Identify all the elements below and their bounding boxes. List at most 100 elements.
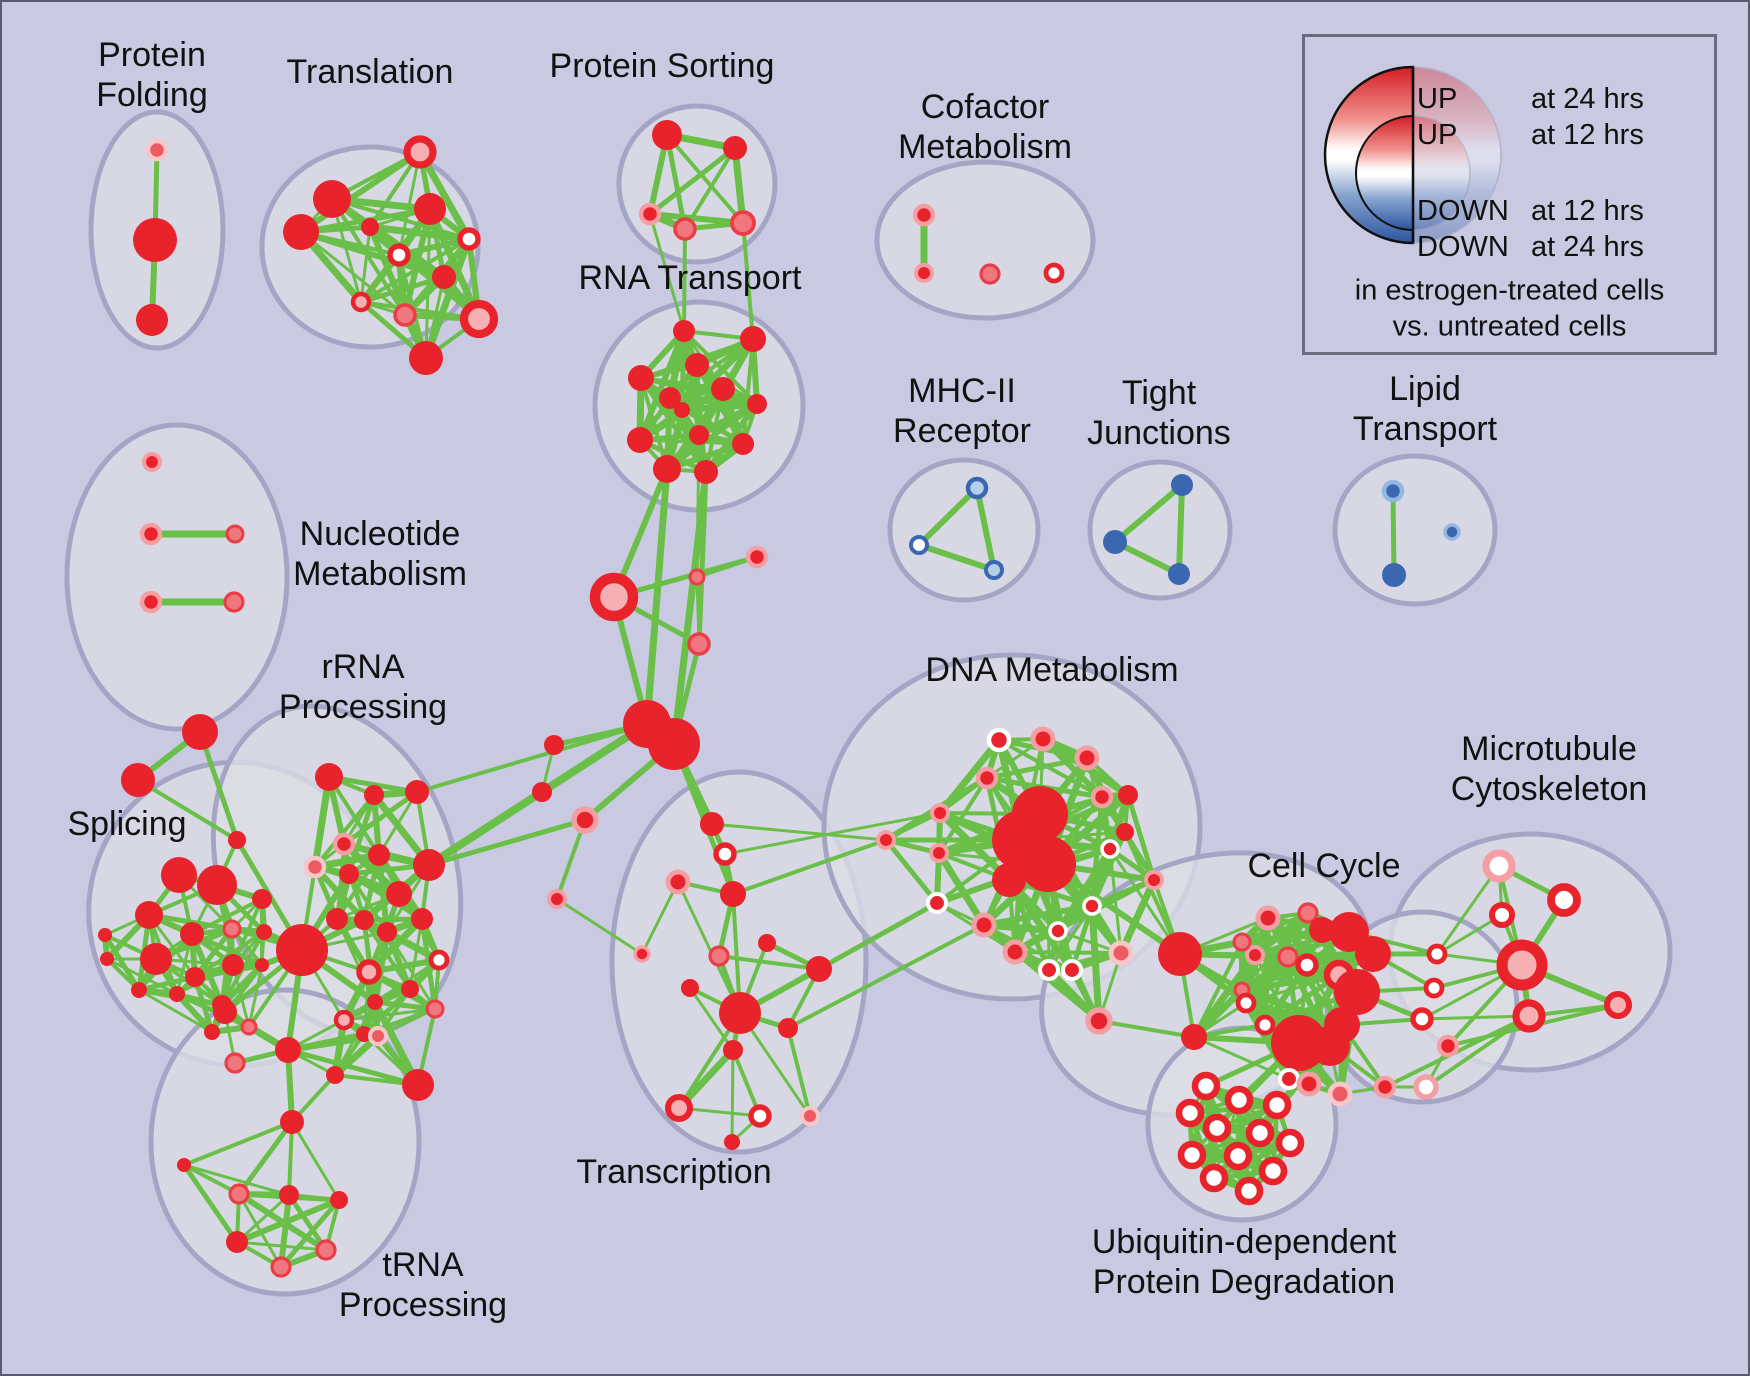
legend-up-12-label: UP [1417,119,1458,151]
network-node [713,842,737,866]
network-node [275,1037,301,1063]
cluster-label-nucleotide: Metabolism [293,555,467,593]
network-node [303,855,327,879]
network-node [708,945,730,967]
network-node [1423,977,1445,999]
network-node [330,1191,348,1209]
cluster-label-rrna: rRNA [321,648,404,686]
network-bridge-edge [1097,1019,1196,1039]
network-edge [372,999,438,1012]
network-node [992,863,1026,897]
legend-caption-line2: vs. untreated cells [1392,310,1627,343]
network-node [315,763,343,791]
network-bridge-edge [723,811,942,856]
network-edge [664,132,688,232]
network-node [377,922,397,942]
network-node [723,136,747,160]
network-edge [290,1120,341,1202]
network-bridge-edge [670,468,710,748]
cluster-label-cofactor: Metabolism [898,128,1072,166]
network-node [929,843,949,863]
cluster-label-ubiquitin: Ubiquitin-dependent [1092,1223,1397,1261]
network-node [1100,839,1120,859]
network-node [628,365,654,391]
network-node [1309,917,1335,943]
network-node [1382,563,1406,587]
cluster-label-lipid: Lipid [1389,370,1461,408]
network-edge [884,811,942,842]
network-node [387,243,411,267]
network-edge [384,929,413,992]
network-node [1381,479,1405,503]
network-node [393,303,417,327]
network-node [700,812,724,836]
network-node [659,387,681,409]
network-edge [974,485,997,573]
network-node [326,908,348,930]
network-edge [105,957,179,996]
network-node [428,949,450,971]
network-edge [1176,482,1185,577]
network-edge [278,1192,292,1270]
network-node [925,891,949,915]
network-node [1043,262,1065,284]
network-node [368,844,390,866]
network-node [1373,1075,1397,1099]
network-node [425,999,445,1019]
network-node [1334,969,1380,1015]
legend: UP at 24 hrs UP at 12 hrs DOWN at 12 hrs… [1302,34,1717,355]
network-node [280,1110,304,1134]
network-node [571,806,599,834]
network-node [255,958,269,972]
network-node [313,180,351,218]
network-edge [335,853,381,921]
network-node [177,1158,191,1172]
network-node [719,992,761,1034]
network-node [139,590,163,614]
network-node [1245,1118,1275,1148]
network-edge [665,133,745,225]
network-bridge-edge [643,465,671,728]
network-edge [342,1007,437,1022]
network-edge [984,755,1090,781]
network-node [228,1183,250,1205]
network-edge [731,1048,762,1118]
network-node [740,326,766,352]
network-edge [916,485,980,548]
network-node [1171,474,1193,496]
network-node [664,1093,694,1123]
network-edge [234,1197,342,1245]
network-node [361,218,379,236]
network-node [1224,1085,1254,1115]
network-edge [1112,482,1185,545]
network-node [1410,1007,1434,1031]
network-node [930,803,950,823]
network-bridge-edge [741,221,755,341]
cluster-label-tight: Tight [1122,374,1197,412]
network-node [1048,921,1068,941]
network-node [350,291,372,313]
network-node [145,138,169,162]
network-node [222,919,242,939]
network-edge [285,1047,421,1088]
cluster-label-protein_folding: Folding [96,76,208,114]
cluster-shape-nucleotide [64,422,290,732]
network-node [367,994,383,1010]
network-node [315,1239,337,1261]
legend-down-24-label: DOWN [1417,231,1509,263]
network-node [589,572,639,622]
network-node [252,889,272,909]
network-edge [278,1197,342,1270]
network-node [226,1231,248,1253]
network-node [638,202,662,226]
network-node [627,427,653,453]
network-node [1202,1113,1232,1143]
network-edge [287,1120,294,1197]
network-edge [247,963,264,1029]
network-edge [146,912,235,932]
network-node [1512,999,1546,1033]
network-edge [937,776,989,855]
network-edge [327,775,381,857]
cluster-label-mhc: Receptor [893,412,1031,450]
network-edge [1262,915,1271,1028]
